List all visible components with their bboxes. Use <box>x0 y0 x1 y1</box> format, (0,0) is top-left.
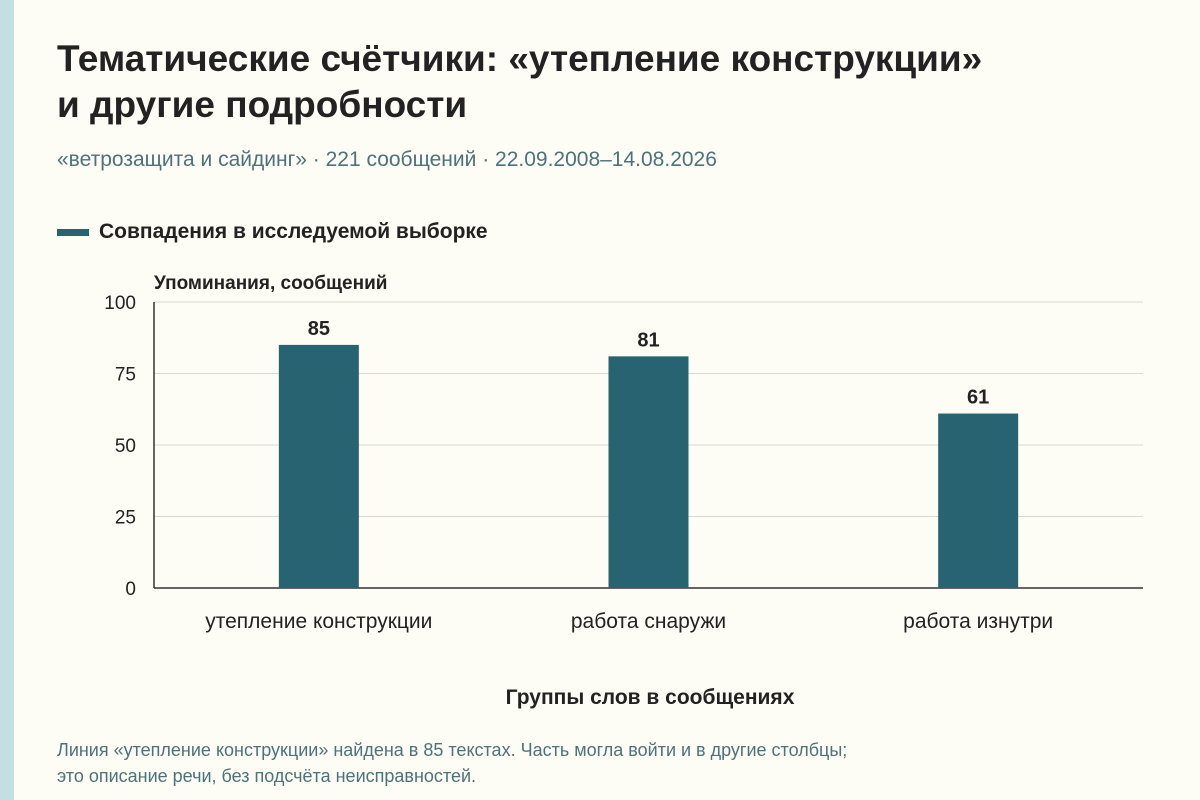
y-axis-title: Упоминания, сообщений <box>154 273 388 294</box>
x-axis-title: Группы слов в сообщениях <box>0 686 1200 710</box>
chart-title-line-2: и другие подробности <box>57 84 468 125</box>
legend: Совпадения в исследуемой выборке <box>57 218 488 246</box>
x-tick-label: утепление конструкции <box>205 610 432 633</box>
bar <box>938 413 1019 588</box>
x-tick-label: работа снаружи <box>571 610 726 633</box>
legend-swatch <box>57 228 89 236</box>
footnote-line-1: Линия «утепление конструкции» найдена в … <box>57 740 848 760</box>
y-tick-label: 25 <box>115 508 136 529</box>
chart-subtitle: «ветрозащита и сайдинг» · 221 сообщений … <box>57 148 717 171</box>
footnote: Линия «утепление конструкции» найдена в … <box>57 737 1157 789</box>
data-label: 85 <box>308 318 330 340</box>
y-tick-label: 50 <box>115 436 136 457</box>
chart-title: Тематические счётчики: «утепление констр… <box>57 36 1157 128</box>
data-label: 61 <box>967 387 989 409</box>
y-tick-label: 0 <box>125 579 136 600</box>
left-accent-stripe <box>0 0 14 800</box>
y-tick-label: 75 <box>115 365 136 386</box>
x-tick-label: работа изнутри <box>903 610 1053 633</box>
data-label: 81 <box>637 329 659 351</box>
bar <box>278 344 359 588</box>
legend-label: Совпадения в исследуемой выборке <box>99 220 488 243</box>
footnote-line-2: это описание речи, без подсчёта неисправ… <box>57 766 477 786</box>
bar <box>608 356 689 588</box>
x-axis-title-text: Группы слов в сообщениях <box>505 686 795 709</box>
y-tick-label: 100 <box>104 293 136 314</box>
chart-title-line-1: Тематические счётчики: «утепление констр… <box>57 38 983 79</box>
